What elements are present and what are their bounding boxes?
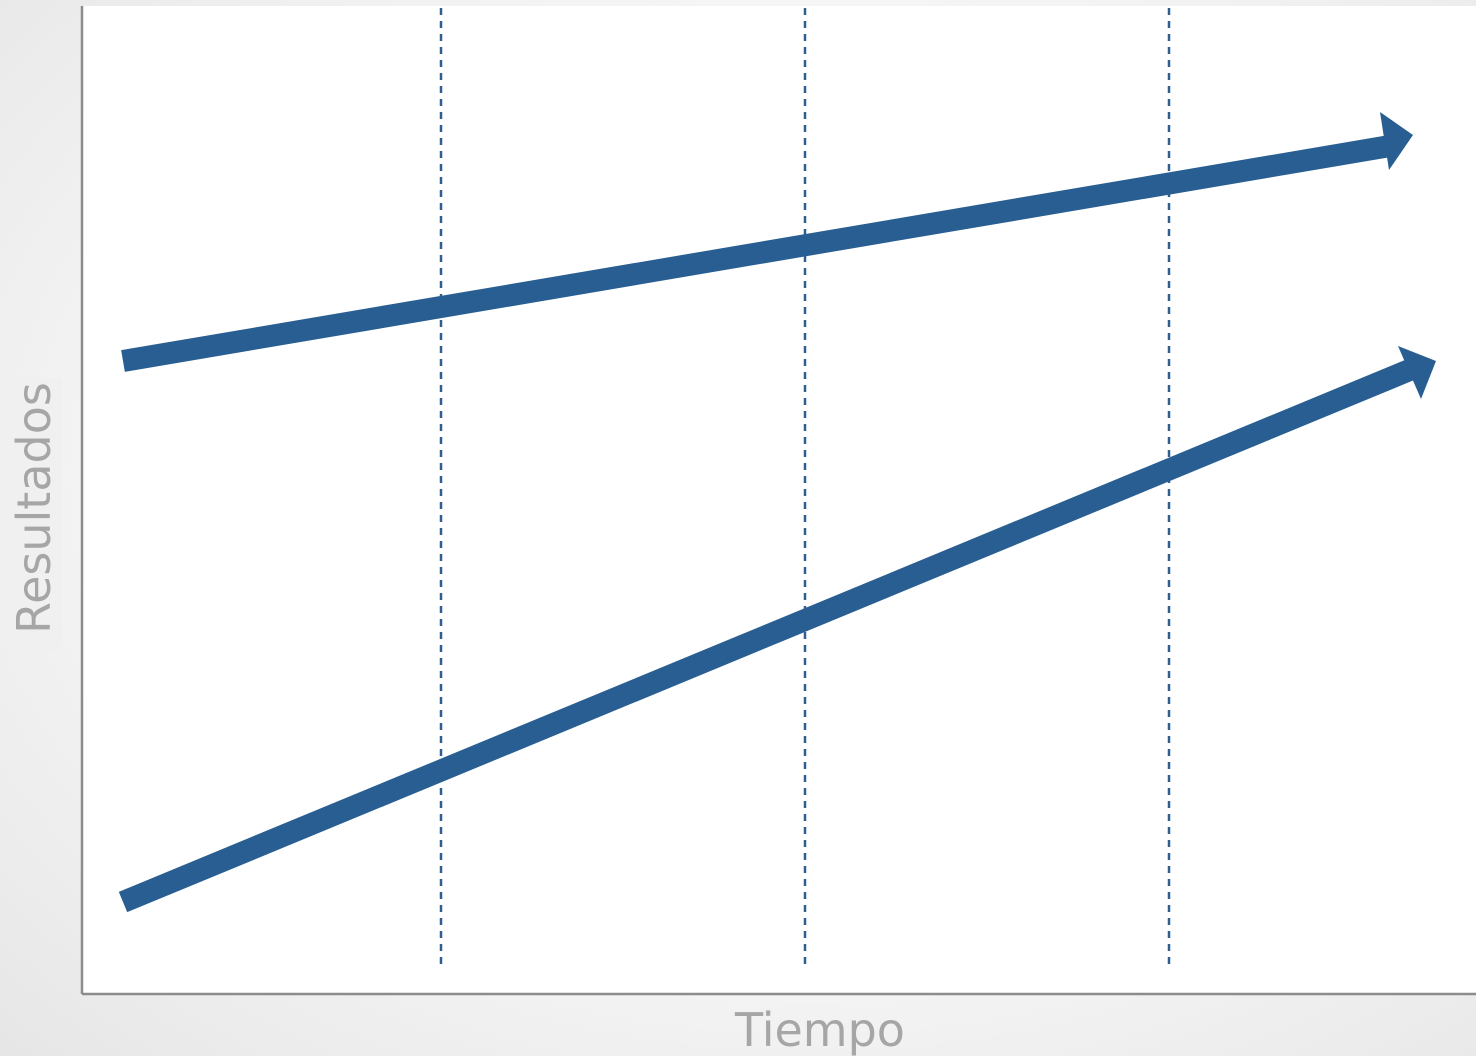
plot-area [82,6,1476,994]
lower-arrow-head [1398,346,1436,399]
y-axis-label-background [6,378,62,652]
lower-arrow-shaft [118,358,1417,913]
upper-arrow-head [1380,112,1413,170]
lower-arrow [118,346,1436,913]
upper-arrow [121,112,1413,372]
y-axis-label: Resultados [7,382,61,634]
upper-arrow-shaft [121,135,1392,372]
x-axis-label: Tiempo [734,1003,905,1056]
